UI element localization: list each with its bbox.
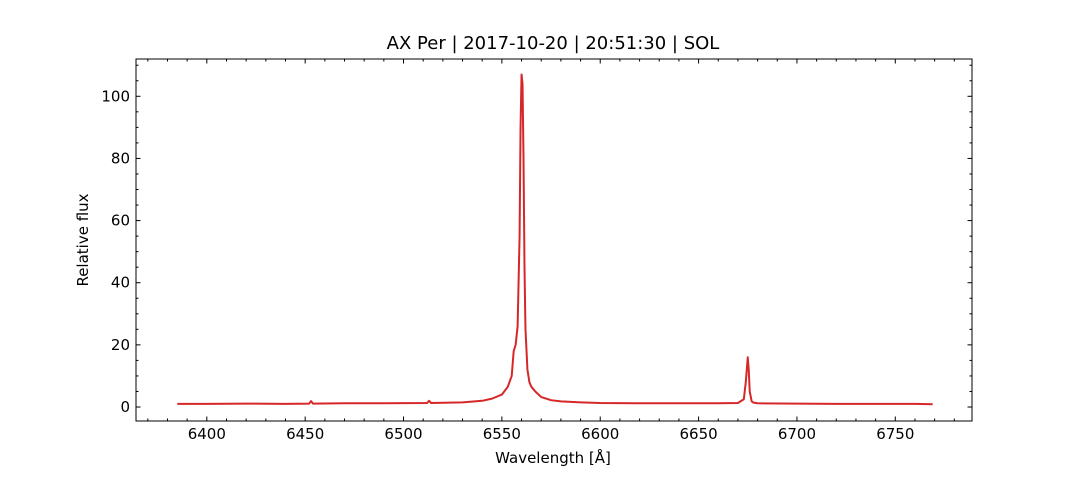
y-axis-label: Relative flux	[74, 193, 92, 286]
chart-title: AX Per | 2017-10-20 | 20:51:30 | SOL	[387, 33, 720, 54]
y-tick-label: 0	[120, 398, 130, 416]
spectrum-line	[177, 73, 933, 406]
y-tick-label: 20	[111, 336, 130, 354]
x-axis-label: Wavelength [Å]	[495, 448, 611, 467]
y-tick-label: 80	[111, 149, 130, 167]
y-axis-ticks: 0 20 40 60 80 100	[101, 64, 972, 416]
x-axis-ticks: 6400 6450 6500 6550 6600 6650 6700 6750	[147, 59, 955, 443]
x-tick-label: 6600	[581, 425, 619, 443]
y-tick-label: 100	[101, 87, 130, 105]
plot-area-frame	[135, 58, 973, 422]
x-tick-label: 6500	[384, 425, 422, 443]
x-tick-label: 6550	[483, 425, 521, 443]
y-tick-label: 40	[111, 274, 130, 292]
x-tick-label: 6650	[679, 425, 717, 443]
x-tick-label: 6750	[876, 425, 914, 443]
x-tick-label: 6400	[188, 425, 226, 443]
x-tick-label: 6700	[778, 425, 816, 443]
y-tick-label: 60	[111, 212, 130, 230]
x-tick-label: 6450	[286, 425, 324, 443]
